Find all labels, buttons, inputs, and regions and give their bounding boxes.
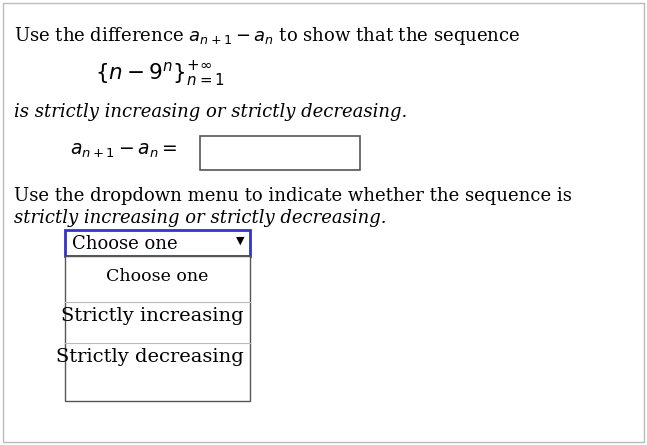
Text: Use the dropdown menu to indicate whether the sequence is: Use the dropdown menu to indicate whethe… [14, 187, 572, 205]
Text: Strictly increasing: Strictly increasing [61, 307, 244, 325]
Text: $a_{n+1} - a_n =$: $a_{n+1} - a_n =$ [70, 142, 177, 160]
Text: strictly increasing or strictly decreasing.: strictly increasing or strictly decreasi… [14, 209, 386, 227]
Text: Choose one: Choose one [106, 268, 209, 285]
Text: $\{n - 9^n\}_{n=1}^{+\infty}$: $\{n - 9^n\}_{n=1}^{+\infty}$ [95, 60, 225, 89]
Bar [200, 136, 360, 170]
Text: Strictly decreasing: Strictly decreasing [56, 348, 244, 366]
Text: ▼: ▼ [236, 236, 245, 246]
Bar [65, 230, 250, 256]
Text: Choose one: Choose one [72, 235, 178, 253]
Bar [65, 256, 250, 401]
Text: Use the difference $a_{n+1} - a_n$ to show that the sequence: Use the difference $a_{n+1} - a_n$ to sh… [14, 25, 520, 47]
Text: is strictly increasing or strictly decreasing.: is strictly increasing or strictly decre… [14, 103, 407, 121]
